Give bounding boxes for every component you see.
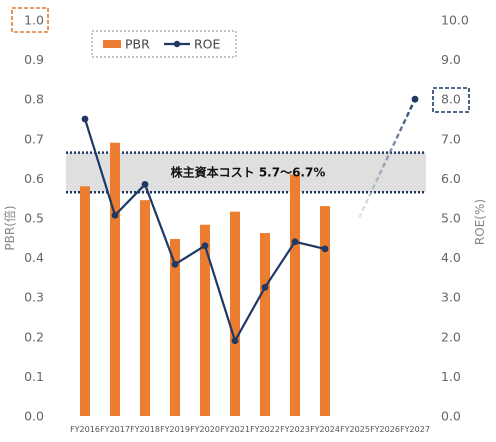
left-tick-label: 0.0	[24, 409, 44, 424]
x-tick-label: FY2020	[190, 425, 220, 434]
x-tick-label: FY2023	[280, 425, 310, 434]
roe-marker	[201, 242, 209, 250]
legend-label-pbr: PBR	[125, 37, 150, 52]
band-label: 株主資本コスト 5.7〜6.7%	[171, 164, 326, 179]
roe-marker	[111, 211, 119, 219]
roe-marker	[231, 337, 239, 345]
x-tick-label: FY2019	[160, 425, 190, 434]
pbr-bar	[230, 211, 240, 416]
roe-marker	[291, 238, 299, 246]
pbr-bar	[140, 200, 150, 416]
right-axis-title: ROE(%)	[473, 199, 487, 245]
pbr-bar	[80, 186, 90, 416]
left-tick-label: 0.6	[24, 171, 44, 186]
roe-marker	[171, 260, 179, 268]
left-highlight-box	[11, 7, 49, 33]
left-tick-label: 1.0	[24, 13, 44, 28]
cost-of-equity-band	[66, 152, 426, 193]
right-tick-label: 3.0	[441, 290, 461, 305]
roe-marker	[261, 283, 269, 291]
x-tick-label: FY2024	[310, 425, 340, 434]
x-tick-label: FY2021	[220, 425, 250, 434]
right-tick-label: 1.0	[441, 369, 461, 384]
right-tick-label: 7.0	[441, 131, 461, 146]
right-tick-label: 5.0	[441, 211, 461, 226]
left-tick-label: 0.2	[24, 329, 44, 344]
legend-swatch-pbr	[103, 40, 121, 48]
right-highlight-box	[432, 87, 470, 113]
pbr-bar	[320, 206, 330, 416]
pbr-bar	[200, 224, 210, 416]
right-tick-label: 4.0	[441, 250, 461, 265]
right-tick-label: 9.0	[441, 52, 461, 67]
x-tick-label: FY2025	[340, 425, 370, 434]
roe-target-marker	[411, 95, 419, 103]
x-tick-label: FY2017	[100, 425, 130, 434]
x-tick-label: FY2022	[250, 425, 280, 434]
right-tick-label: 10.0	[441, 13, 469, 28]
left-tick-label: 0.9	[24, 52, 44, 67]
roe-marker	[141, 180, 149, 188]
left-tick-label: 0.8	[24, 92, 44, 107]
x-tick-label: FY2018	[130, 425, 160, 434]
left-tick-label: 0.3	[24, 290, 44, 305]
roe-marker	[81, 115, 89, 123]
legend: PBR ROE	[91, 30, 237, 58]
left-tick-label: 0.1	[24, 369, 44, 384]
x-tick-label: FY2026	[370, 425, 400, 434]
left-tick-label: 0.4	[24, 250, 44, 265]
right-tick-label: 6.0	[441, 171, 461, 186]
left-tick-label: 0.7	[24, 131, 44, 146]
x-tick-label: FY2027	[400, 425, 430, 434]
left-axis-title: PBR(倍)	[2, 205, 17, 250]
pbr-bar	[260, 233, 270, 416]
pbr-bar	[170, 238, 180, 416]
right-tick-label: 0.0	[441, 409, 461, 424]
legend-marker-roe	[173, 40, 181, 48]
left-tick-label: 0.5	[24, 211, 44, 226]
pbr-bar	[290, 174, 300, 416]
roe-target-line	[357, 98, 417, 219]
roe-marker	[321, 245, 329, 253]
right-tick-label: 2.0	[441, 329, 461, 344]
x-tick-label: FY2016	[70, 425, 100, 434]
pbr-bar	[110, 142, 120, 416]
legend-label-roe: ROE	[194, 37, 221, 52]
right-tick-label: 8.0	[441, 92, 461, 107]
